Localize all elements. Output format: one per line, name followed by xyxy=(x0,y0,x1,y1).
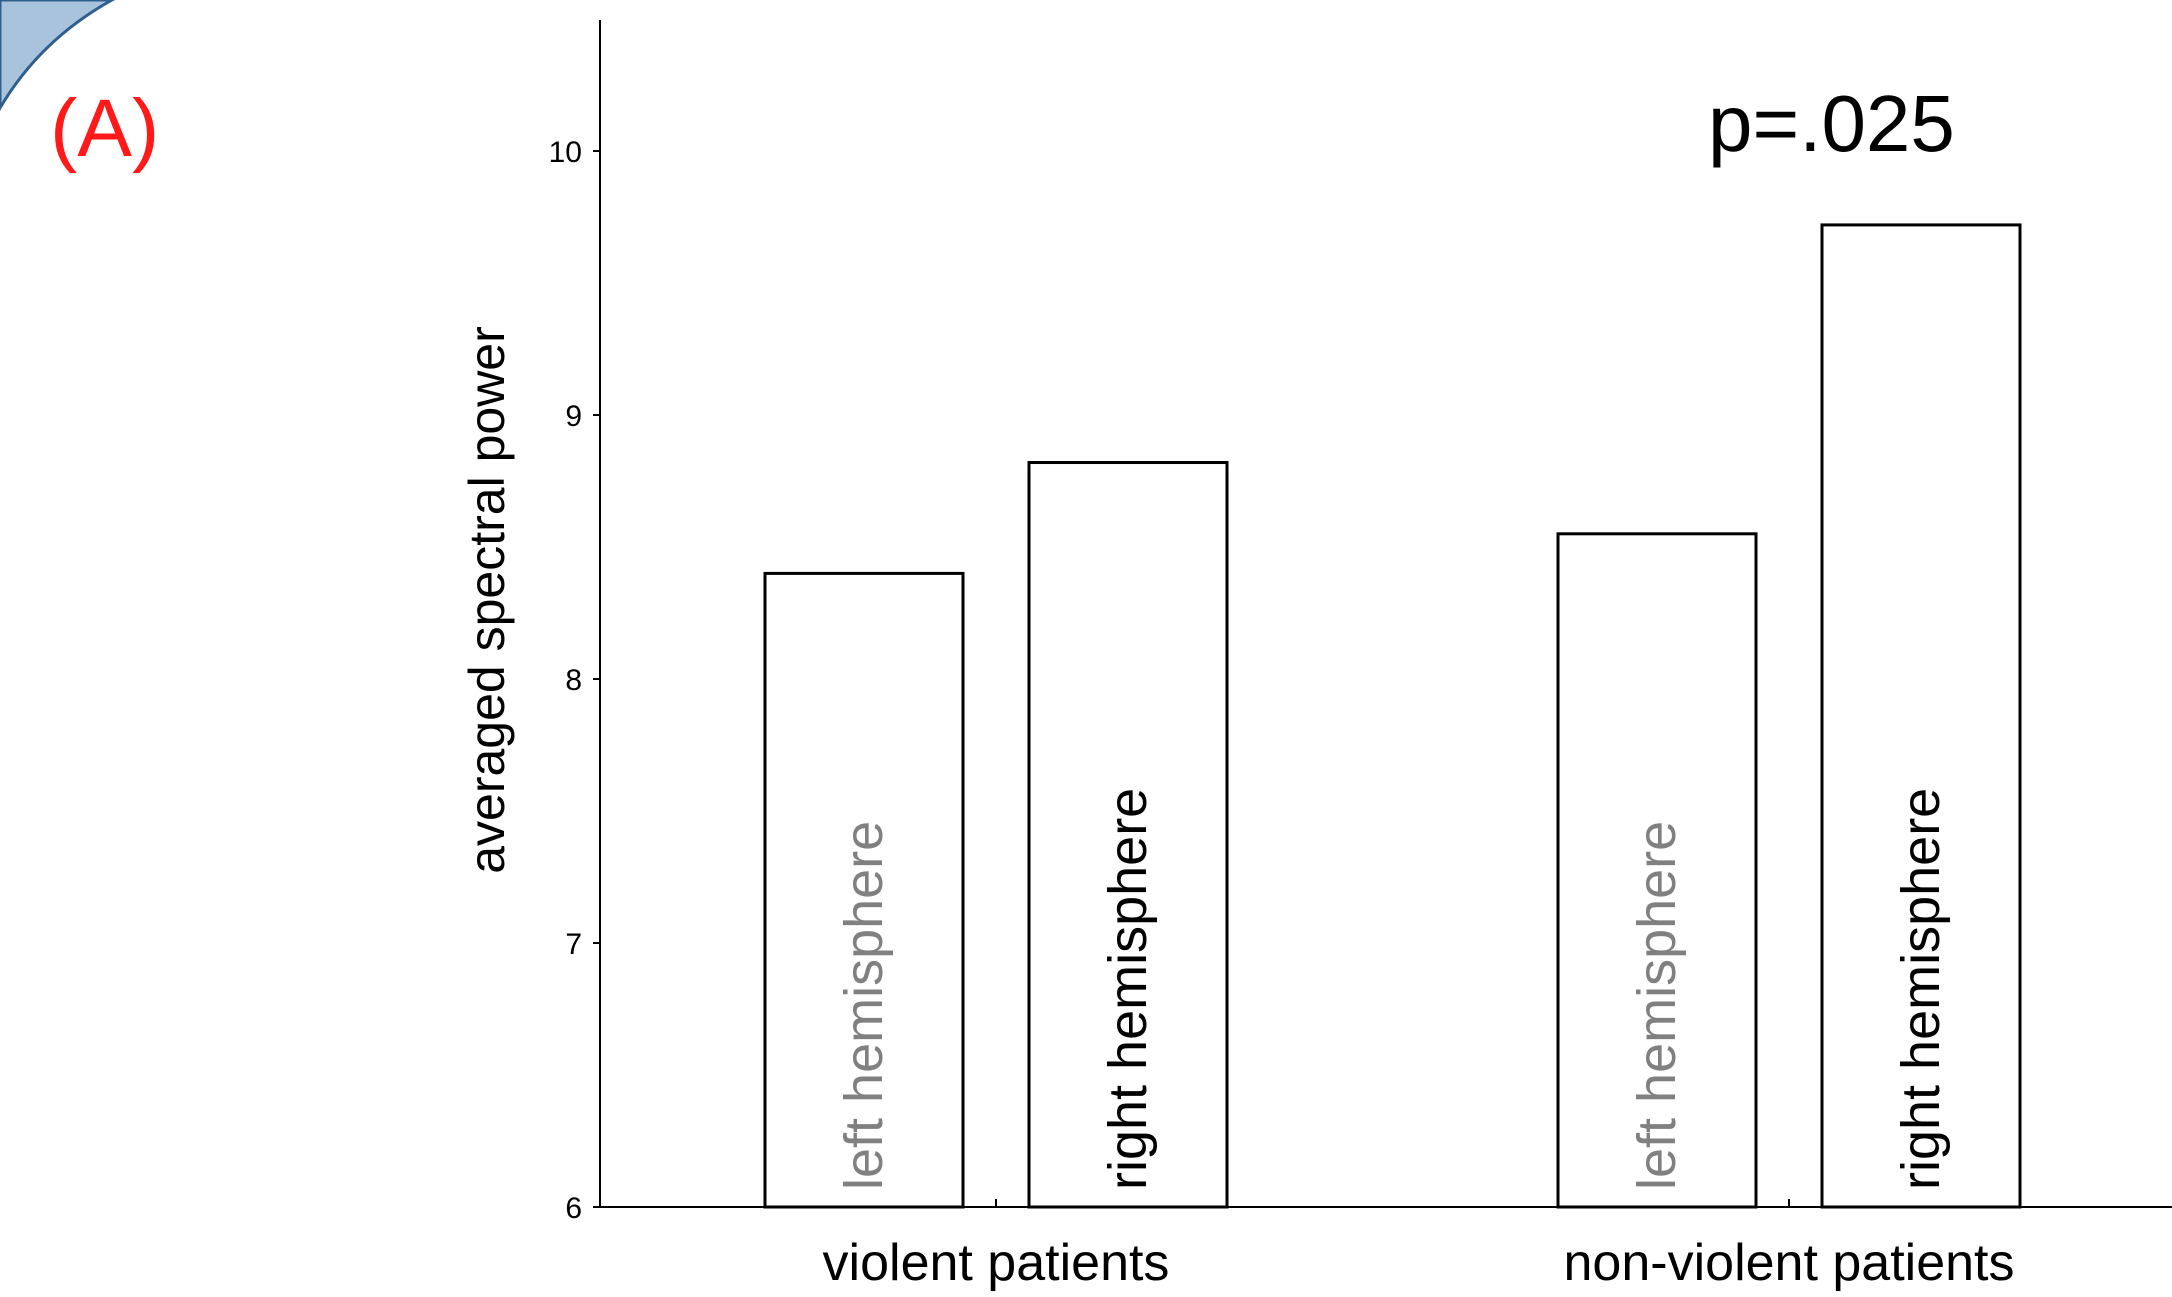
bar-series-label: left hemisphere xyxy=(834,821,894,1190)
x-category-label: violent patients xyxy=(823,1234,1170,1292)
y-axis-label: averaged spectral power xyxy=(459,326,515,874)
bar-labels: left hemisphere right hemisphere left hemi… xyxy=(834,788,1951,1190)
panel-label: (A) xyxy=(50,83,160,174)
tick-labels: 6 7 8 9 10 violent patients non-violent patien… xyxy=(549,136,2015,1292)
bar xyxy=(1556,532,1758,1209)
bar xyxy=(1027,461,1229,1209)
bar-series-label: right hemisphere xyxy=(1098,788,1158,1190)
x-category-label: non-violent patients xyxy=(1564,1234,2015,1292)
y-tick-label: 10 xyxy=(549,136,582,169)
bar xyxy=(1820,223,2022,1209)
y-tick-label: 9 xyxy=(565,400,582,433)
corner-swoosh xyxy=(0,0,116,111)
bar-series-label: right hemisphere xyxy=(1891,788,1951,1190)
bars xyxy=(763,223,2022,1209)
y-tick-label: 6 xyxy=(565,1192,582,1225)
bar xyxy=(763,571,965,1209)
p-value-annotation: p=.025 xyxy=(1708,79,1955,168)
y-tick-label: 7 xyxy=(565,928,582,961)
bar-series-label: left hemisphere xyxy=(1627,821,1687,1190)
y-tick-label: 8 xyxy=(565,664,582,697)
